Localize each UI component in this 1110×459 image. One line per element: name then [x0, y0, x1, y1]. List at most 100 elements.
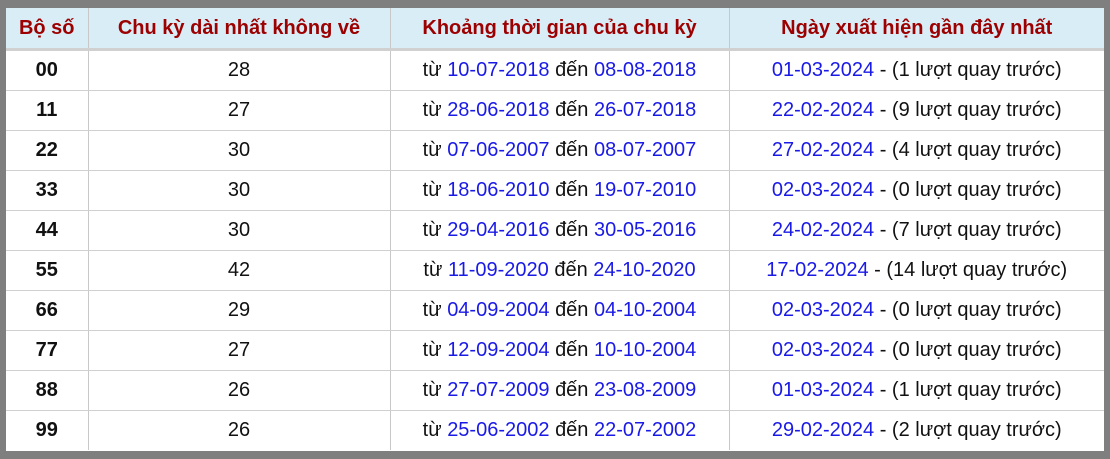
to-date-link[interactable]: 08-07-2007	[594, 139, 697, 161]
to-label: đến	[555, 379, 589, 401]
from-date-link[interactable]: 25-06-2002	[447, 419, 550, 441]
separator: -	[874, 419, 892, 441]
from-label: từ	[422, 139, 442, 161]
to-date-link[interactable]: 10-10-2004	[594, 339, 697, 361]
from-date-link[interactable]: 04-09-2004	[447, 299, 550, 321]
cycle-table: Bộ số Chu kỳ dài nhất không về Khoảng th…	[6, 8, 1104, 450]
number-cell: 44	[6, 210, 89, 251]
separator: -	[874, 59, 892, 81]
draws-ago-label: lượt quay trước)	[909, 219, 1062, 241]
to-label: đến	[555, 179, 589, 201]
from-date-link[interactable]: 11-09-2020	[447, 259, 549, 281]
separator: -	[874, 339, 892, 361]
open-paren: (	[891, 379, 899, 401]
cycle-length-cell: 27	[88, 330, 391, 371]
period-cell: từ 25-06-2002 đến 22-07-2002	[390, 410, 730, 450]
last-date-link[interactable]: 02-03-2024	[771, 179, 875, 201]
last-appearance-cell: 02-03-2024 - (0 lượt quay trước)	[729, 170, 1104, 211]
last-appearance-cell: 02-03-2024 - (0 lượt quay trước)	[729, 330, 1104, 371]
last-date-link[interactable]: 27-02-2024	[771, 139, 875, 161]
to-label: đến	[555, 59, 589, 81]
period-cell: từ 27-07-2009 đến 23-08-2009	[390, 370, 730, 411]
to-date-link[interactable]: 26-07-2018	[594, 99, 697, 121]
last-appearance-cell: 27-02-2024 - (4 lượt quay trước)	[729, 130, 1104, 171]
table-row: 33 30 từ 18-06-2010 đến 19-07-2010 02-03-20…	[6, 170, 1104, 211]
last-date-link[interactable]: 24-02-2024	[771, 219, 875, 241]
period-cell: từ 10-07-2018 đến 08-08-2018	[390, 49, 730, 91]
last-date-link[interactable]: 01-03-2024	[771, 59, 875, 81]
open-paren: (	[891, 419, 899, 441]
table-row: 11 27 từ 28-06-2018 đến 26-07-2018 22-02-20…	[6, 90, 1104, 131]
period-cell: từ 12-09-2004 đến 10-10-2004	[390, 330, 730, 371]
open-paren: (	[891, 99, 899, 121]
from-date-link[interactable]: 10-07-2018	[447, 59, 550, 81]
cycle-length-cell: 28	[88, 49, 391, 91]
from-label: từ	[422, 219, 442, 241]
table-row: 55 42 từ 11-09-2020 đến 24-10-2020 17-02-20…	[6, 250, 1104, 291]
number-cell: 55	[6, 250, 89, 291]
table-row: 99 26 từ 25-06-2002 đến 22-07-2002 29-02-20…	[6, 410, 1104, 450]
period-cell: từ 04-09-2004 đến 04-10-2004	[390, 290, 730, 331]
last-appearance-cell: 01-03-2024 - (1 lượt quay trước)	[729, 370, 1104, 411]
last-date-link[interactable]: 29-02-2024	[771, 419, 875, 441]
to-date-link[interactable]: 22-07-2002	[594, 419, 697, 441]
open-paren: (	[891, 339, 899, 361]
to-label: đến	[555, 419, 589, 441]
header-number: Bộ số	[6, 8, 89, 51]
last-appearance-cell: 24-02-2024 - (7 lượt quay trước)	[729, 210, 1104, 251]
header-longest-cycle: Chu kỳ dài nhất không về	[88, 8, 391, 51]
last-date-link[interactable]: 22-02-2024	[771, 99, 875, 121]
number-cell: 22	[6, 130, 89, 171]
draws-ago-label: lượt quay trước)	[909, 339, 1062, 361]
from-label: từ	[422, 339, 442, 361]
from-date-link[interactable]: 12-09-2004	[447, 339, 550, 361]
open-paren: (	[891, 179, 899, 201]
header-last-appearance: Ngày xuất hiện gần đây nhất	[729, 8, 1104, 51]
to-date-link[interactable]: 19-07-2010	[594, 179, 697, 201]
table-row: 44 30 từ 29-04-2016 đến 30-05-2016 24-02-20…	[6, 210, 1104, 251]
number-cell: 99	[6, 410, 89, 450]
open-paren: (	[891, 219, 899, 241]
separator: -	[874, 379, 892, 401]
table-row: 77 27 từ 12-09-2004 đến 10-10-2004 02-03-20…	[6, 330, 1104, 371]
last-date-link[interactable]: 01-03-2024	[771, 379, 875, 401]
number-cell: 88	[6, 370, 89, 411]
to-date-link[interactable]: 08-08-2018	[594, 59, 697, 81]
period-cell: từ 07-06-2007 đến 08-07-2007	[390, 130, 730, 171]
last-date-link[interactable]: 02-03-2024	[771, 299, 875, 321]
period-cell: từ 18-06-2010 đến 19-07-2010	[390, 170, 730, 211]
last-date-link[interactable]: 17-02-2024	[766, 259, 869, 281]
draws-ago: 4	[898, 139, 910, 161]
draws-ago-label: lượt quay trước)	[909, 59, 1062, 81]
draws-ago: 1	[898, 379, 910, 401]
cycle-length-cell: 30	[88, 170, 391, 211]
last-appearance-cell: 22-02-2024 - (9 lượt quay trước)	[729, 90, 1104, 131]
last-date-link[interactable]: 02-03-2024	[771, 339, 875, 361]
header-cycle-period: Khoảng thời gian của chu kỳ	[390, 8, 730, 51]
to-date-link[interactable]: 24-10-2020	[593, 259, 696, 281]
draws-ago-label: lượt quay trước)	[909, 299, 1062, 321]
to-date-link[interactable]: 04-10-2004	[594, 299, 697, 321]
open-paren: (	[886, 259, 894, 281]
cycle-length-cell: 30	[88, 210, 391, 251]
draws-ago: 0	[898, 339, 910, 361]
cycle-length-cell: 27	[88, 90, 391, 131]
cycle-length-cell: 26	[88, 410, 391, 450]
from-date-link[interactable]: 27-07-2009	[447, 379, 550, 401]
from-date-link[interactable]: 28-06-2018	[447, 99, 550, 121]
to-date-link[interactable]: 30-05-2016	[594, 219, 697, 241]
to-label: đến	[555, 99, 589, 121]
from-date-link[interactable]: 07-06-2007	[447, 139, 550, 161]
to-date-link[interactable]: 23-08-2009	[594, 379, 697, 401]
to-label: đến	[555, 139, 589, 161]
last-appearance-cell: 01-03-2024 - (1 lượt quay trước)	[729, 49, 1104, 91]
from-date-link[interactable]: 18-06-2010	[447, 179, 550, 201]
from-date-link[interactable]: 29-04-2016	[447, 219, 550, 241]
from-label: từ	[422, 59, 442, 81]
cycle-length-cell: 42	[88, 250, 391, 291]
to-label: đến	[555, 299, 589, 321]
draws-ago: 9	[898, 99, 910, 121]
separator: -	[874, 219, 892, 241]
draws-ago: 14	[893, 259, 916, 281]
draws-ago-label: lượt quay trước)	[909, 179, 1062, 201]
